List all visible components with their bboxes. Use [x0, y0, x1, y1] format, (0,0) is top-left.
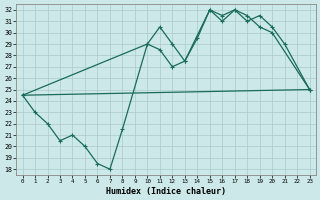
X-axis label: Humidex (Indice chaleur): Humidex (Indice chaleur)	[106, 187, 226, 196]
